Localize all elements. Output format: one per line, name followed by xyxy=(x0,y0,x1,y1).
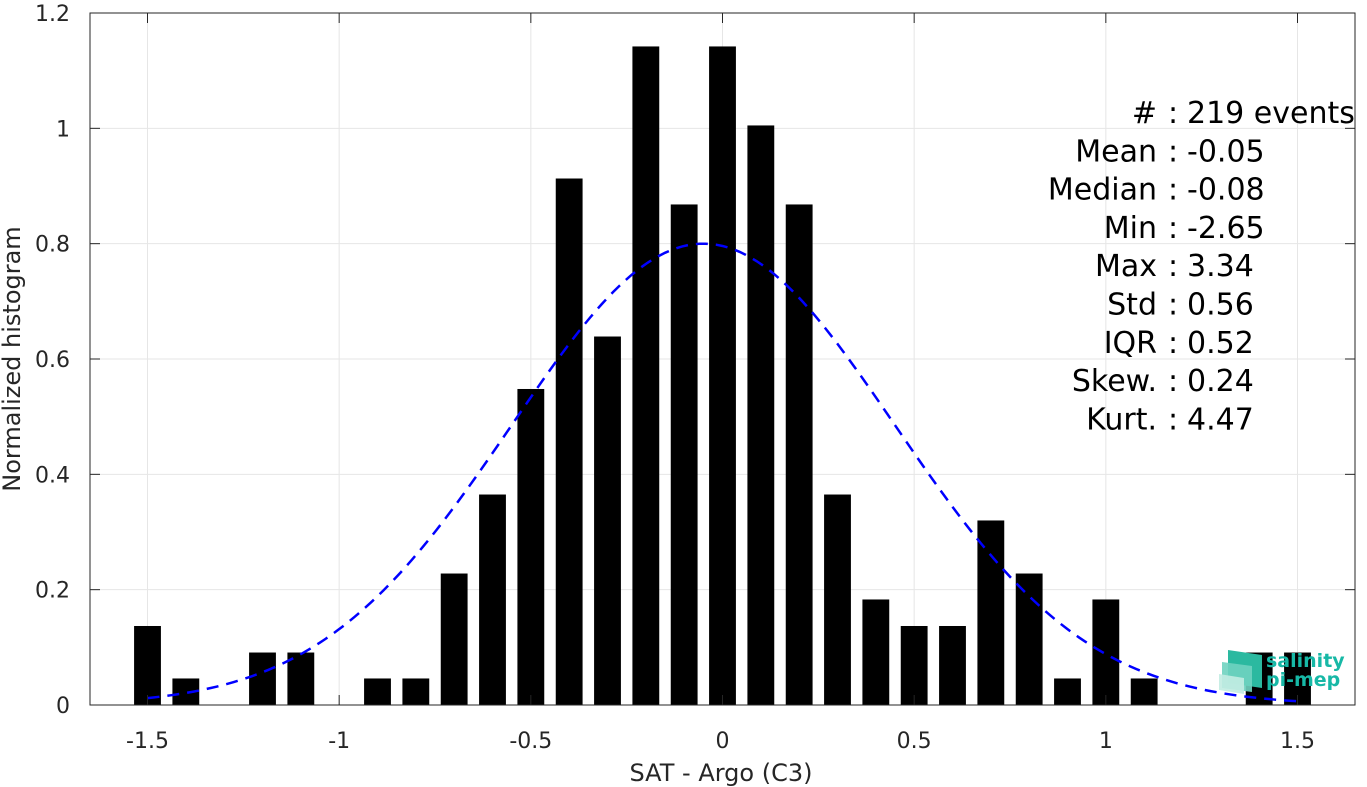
histogram-bar xyxy=(287,652,315,705)
stat-separator: : xyxy=(1168,249,1178,284)
stat-value: 219 events xyxy=(1187,96,1355,131)
histogram-bar xyxy=(1015,573,1043,705)
y-tick-label: 0.2 xyxy=(35,579,70,604)
histogram-bar xyxy=(824,494,851,705)
x-tick-label: 0.5 xyxy=(897,729,932,754)
histogram-bar xyxy=(594,336,621,705)
stat-line: Mean: -0.05 xyxy=(1075,134,1264,169)
histogram-bar xyxy=(249,652,276,705)
stat-label: Kurt. xyxy=(1086,402,1157,437)
stat-value: 4.47 xyxy=(1187,402,1254,437)
stat-line: Skew.:0.24 xyxy=(1072,364,1254,399)
histogram-bar xyxy=(900,625,928,705)
histogram-bar xyxy=(632,46,660,706)
histogram-bar xyxy=(1130,678,1158,705)
histogram-bar xyxy=(479,494,506,705)
stat-separator: : xyxy=(1168,326,1178,361)
stat-label: IQR xyxy=(1104,326,1157,361)
histogram-bar xyxy=(440,573,468,705)
stat-value: 0.52 xyxy=(1187,326,1254,361)
stat-value: -2.65 xyxy=(1187,211,1265,246)
y-tick-label: 1 xyxy=(56,117,70,142)
histogram-bar xyxy=(555,178,583,706)
histogram-bar xyxy=(939,625,966,705)
stat-separator: : xyxy=(1168,402,1178,437)
stat-label: Mean xyxy=(1075,134,1157,169)
x-tick-label: -0.5 xyxy=(509,729,552,754)
stat-value: 0.24 xyxy=(1187,364,1254,399)
histogram-bar xyxy=(1092,599,1120,705)
histogram-bar xyxy=(709,46,736,706)
stat-separator: : xyxy=(1168,134,1178,169)
histogram-bar xyxy=(670,204,698,705)
stat-label: Min xyxy=(1104,211,1157,246)
stat-label: # xyxy=(1132,96,1157,131)
histogram-bar xyxy=(785,204,813,705)
stat-label: Skew. xyxy=(1072,364,1157,399)
stat-line: Kurt.:4.47 xyxy=(1086,402,1254,437)
histogram-bar xyxy=(1054,678,1081,705)
y-tick-labels: 0 0.2 0.4 0.6 0.8 1 1.2 xyxy=(35,2,70,719)
stat-separator: : xyxy=(1168,288,1178,323)
stat-separator: : xyxy=(1168,364,1178,399)
stat-label: Std xyxy=(1107,288,1157,323)
stat-label: Max xyxy=(1095,249,1157,284)
histogram-bar xyxy=(134,625,161,705)
y-tick-label: 0.8 xyxy=(35,233,70,258)
stat-separator: : xyxy=(1168,211,1178,246)
y-tick-label: 0.6 xyxy=(35,348,70,373)
y-tick-label: 0 xyxy=(56,694,70,719)
x-tick-labels: -1.5 -1 -0.5 0 0.5 1 1.5 xyxy=(126,729,1315,754)
y-tick-label: 0.4 xyxy=(35,463,70,488)
stat-line: Std:0.56 xyxy=(1107,288,1254,323)
x-tick-label: -1 xyxy=(328,729,350,754)
stat-line: Min: -2.65 xyxy=(1104,211,1265,246)
histogram-bar xyxy=(977,520,1005,705)
stat-value: -0.05 xyxy=(1187,134,1265,169)
histogram-bar xyxy=(862,599,890,705)
y-axis-label: Normalized histogram xyxy=(0,226,26,491)
histogram-bar xyxy=(364,678,391,705)
histogram-bar xyxy=(402,678,430,705)
gaussian-fit-curve xyxy=(147,242,1298,703)
stat-separator: : xyxy=(1168,173,1178,208)
x-axis-label: SAT - Argo (C3) xyxy=(630,759,813,787)
logo-line-2: pi-mep xyxy=(1266,669,1340,691)
logo-wave-icon xyxy=(1219,650,1262,694)
axes-frame xyxy=(89,12,1356,706)
histogram-bar xyxy=(517,388,545,705)
stat-value: 0.56 xyxy=(1187,288,1254,323)
x-tick-label: 1.5 xyxy=(1280,729,1315,754)
stat-line: Median: -0.08 xyxy=(1048,173,1265,208)
stat-line: Max:3.34 xyxy=(1095,249,1254,284)
logo-line-1: salinity xyxy=(1266,650,1345,672)
stat-separator: : xyxy=(1168,96,1178,131)
x-tick-label: 1 xyxy=(1099,729,1113,754)
stat-value: -0.08 xyxy=(1187,173,1265,208)
stat-line: #:219 events xyxy=(1132,96,1355,131)
stat-line: IQR:0.52 xyxy=(1104,326,1254,361)
salinity-pi-mep-logo: salinity pi-mep xyxy=(1219,650,1345,694)
stat-value: 3.34 xyxy=(1187,249,1254,284)
histogram-bar xyxy=(747,125,775,705)
x-tick-label: -1.5 xyxy=(126,729,169,754)
y-tick-label: 1.2 xyxy=(35,2,70,27)
histogram-bars xyxy=(134,46,1311,706)
stat-label: Median xyxy=(1048,173,1157,208)
x-tick-label: 0 xyxy=(716,729,730,754)
